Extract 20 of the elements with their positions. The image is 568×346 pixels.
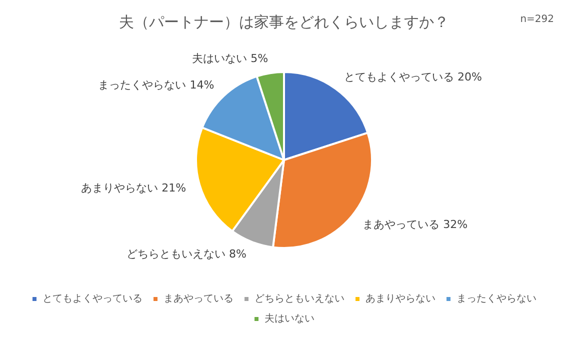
data-label: 20% bbox=[457, 70, 482, 84]
data-label: 32% bbox=[443, 218, 468, 231]
legend-label: とてもよくやっている bbox=[42, 294, 142, 305]
legend-label: 夫はいない bbox=[264, 312, 314, 325]
text: n=292 bbox=[520, 14, 554, 25]
data-label: 5% bbox=[250, 52, 268, 66]
chart-title: 夫（パートナー）は家事をどれくらいしますか？ bbox=[119, 12, 449, 31]
data-label: 21% bbox=[162, 181, 186, 194]
legend-label: どちらともいえない bbox=[254, 294, 344, 305]
slice-label: まあやっている bbox=[362, 218, 444, 231]
data-label: 8% bbox=[229, 248, 246, 261]
slice-label: とてもよくやっている bbox=[344, 70, 458, 84]
legend-label: あまりやらない bbox=[366, 294, 436, 305]
legend-label: まあやっている bbox=[164, 294, 234, 305]
legend-label: まったくやらない bbox=[456, 294, 536, 305]
slice-label: あまりやらない bbox=[81, 181, 162, 194]
slice-label: どちらともいえない bbox=[126, 248, 230, 261]
slice-label: 夫はいない bbox=[192, 52, 251, 66]
data-label: 14% bbox=[190, 78, 214, 92]
slice-label: まったくやらない bbox=[98, 78, 190, 92]
